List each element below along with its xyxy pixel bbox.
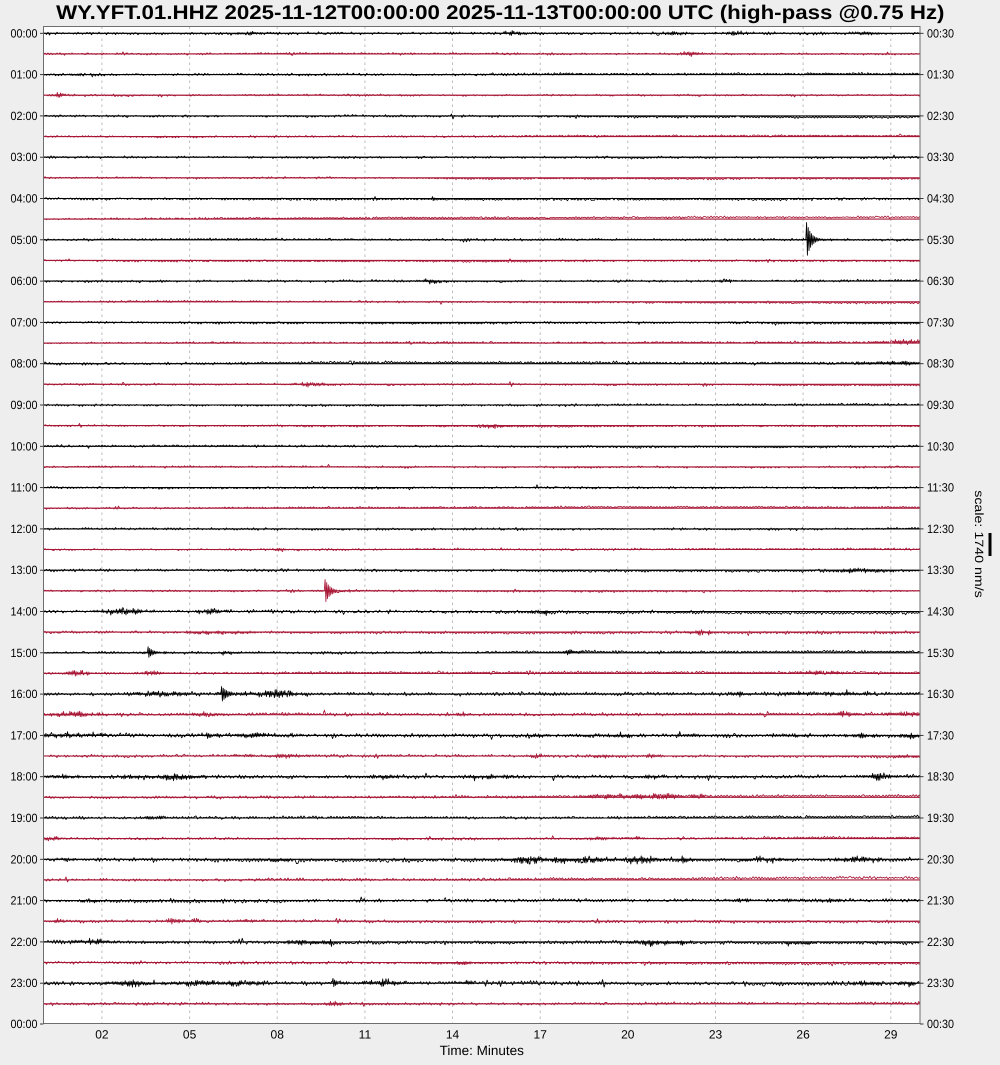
- svg-text:00:00: 00:00: [11, 26, 38, 40]
- svg-text:26: 26: [796, 1028, 810, 1042]
- svg-text:07:30: 07:30: [927, 315, 954, 329]
- svg-text:17:00: 17:00: [11, 728, 38, 742]
- svg-text:23: 23: [709, 1028, 723, 1042]
- svg-text:04:30: 04:30: [927, 192, 954, 206]
- svg-text:06:30: 06:30: [927, 274, 954, 288]
- svg-text:12:30: 12:30: [927, 522, 954, 536]
- svg-text:13:30: 13:30: [927, 563, 954, 577]
- svg-text:10:30: 10:30: [927, 439, 954, 453]
- svg-text:21:30: 21:30: [927, 894, 954, 908]
- svg-text:19:30: 19:30: [927, 811, 954, 825]
- svg-text:22:30: 22:30: [927, 935, 954, 949]
- svg-text:15:00: 15:00: [11, 646, 38, 660]
- svg-text:23:30: 23:30: [927, 976, 954, 990]
- svg-text:02:30: 02:30: [927, 109, 954, 123]
- svg-text:14:00: 14:00: [11, 605, 38, 619]
- svg-text:20:00: 20:00: [11, 852, 38, 866]
- svg-text:00:30: 00:30: [927, 26, 954, 40]
- svg-text:03:00: 03:00: [11, 150, 38, 164]
- svg-text:23:00: 23:00: [11, 976, 38, 990]
- svg-text:29: 29: [884, 1028, 898, 1042]
- svg-text:12:00: 12:00: [11, 522, 38, 536]
- svg-text:18:00: 18:00: [11, 770, 38, 784]
- svg-text:08:00: 08:00: [11, 357, 38, 371]
- svg-text:02: 02: [95, 1028, 109, 1042]
- svg-text:Time: Minutes: Time: Minutes: [440, 1043, 525, 1058]
- svg-text:17: 17: [534, 1028, 548, 1042]
- svg-text:11:30: 11:30: [927, 481, 954, 495]
- svg-text:11: 11: [359, 1028, 372, 1042]
- svg-text:05:00: 05:00: [11, 233, 38, 247]
- svg-text:03:30: 03:30: [927, 150, 954, 164]
- svg-text:05: 05: [183, 1028, 197, 1042]
- svg-text:16:00: 16:00: [11, 687, 38, 701]
- svg-text:16:30: 16:30: [927, 687, 954, 701]
- svg-text:15:30: 15:30: [927, 646, 954, 660]
- svg-text:08: 08: [271, 1028, 285, 1042]
- svg-text:18:30: 18:30: [927, 770, 954, 784]
- svg-text:00:30: 00:30: [927, 1017, 954, 1031]
- svg-text:19:00: 19:00: [11, 811, 38, 825]
- svg-text:scale: 1740 nm/s: scale: 1740 nm/s: [972, 490, 986, 598]
- svg-text:09:00: 09:00: [11, 398, 38, 412]
- svg-text:13:00: 13:00: [11, 563, 38, 577]
- svg-text:17:30: 17:30: [927, 728, 954, 742]
- svg-text:01:30: 01:30: [927, 68, 954, 82]
- svg-text:07:00: 07:00: [11, 315, 38, 329]
- svg-text:10:00: 10:00: [11, 439, 38, 453]
- svg-text:02:00: 02:00: [11, 109, 38, 123]
- svg-text:00:00: 00:00: [11, 1017, 38, 1031]
- svg-text:14:30: 14:30: [927, 605, 954, 619]
- svg-text:05:30: 05:30: [927, 233, 954, 247]
- svg-text:06:00: 06:00: [11, 274, 38, 288]
- svg-text:22:00: 22:00: [11, 935, 38, 949]
- svg-text:20: 20: [621, 1028, 635, 1042]
- svg-text:09:30: 09:30: [927, 398, 954, 412]
- svg-text:20:30: 20:30: [927, 852, 954, 866]
- svg-text:21:00: 21:00: [11, 894, 38, 908]
- svg-text:01:00: 01:00: [11, 68, 38, 82]
- svg-text:14: 14: [446, 1028, 460, 1042]
- svg-text:08:30: 08:30: [927, 357, 954, 371]
- svg-text:11:00: 11:00: [11, 481, 38, 495]
- svg-text:04:00: 04:00: [11, 192, 38, 206]
- svg-text:WY.YFT.01.HHZ 2025-11-12T00:00: WY.YFT.01.HHZ 2025-11-12T00:00:00 2025-1…: [56, 2, 944, 24]
